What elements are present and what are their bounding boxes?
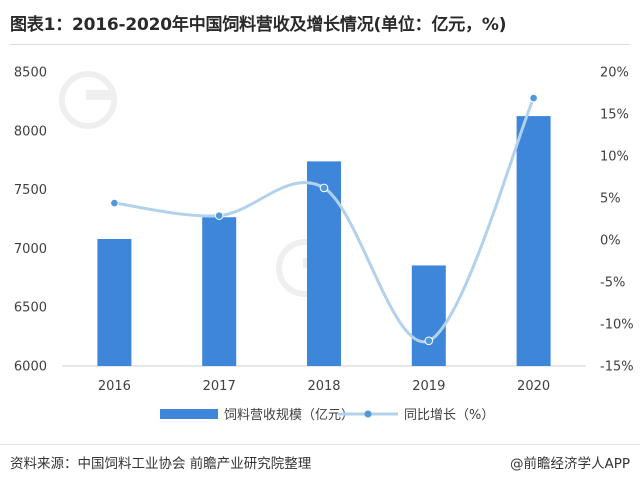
footer-divider bbox=[0, 444, 640, 445]
y-left-tick-label: 6500 bbox=[14, 301, 47, 316]
chart-title: 图表1：2016-2020年中国饲料营收及增长情况(单位：亿元，%) bbox=[10, 15, 507, 35]
x-tick-label: 2018 bbox=[307, 379, 340, 394]
legend: 饲料营收规模（亿元） 同比增长（%） bbox=[160, 408, 494, 423]
y-right-tick-label: 10% bbox=[600, 150, 629, 165]
y-right-tick-label: -15% bbox=[600, 360, 634, 375]
y-left-tick-label: 7000 bbox=[14, 242, 47, 257]
chart-canvas: 6000 6500 7000 7500 8000 8500 -15% -10% -5% 0% 5% 1… bbox=[14, 66, 634, 424]
growth-point-2019 bbox=[424, 336, 434, 346]
bar-series bbox=[97, 116, 551, 366]
credit-note: @前瞻经济学人APP bbox=[509, 456, 630, 472]
x-tick-label: 2020 bbox=[517, 379, 550, 394]
title-divider bbox=[10, 44, 630, 45]
legend-bar-swatch bbox=[160, 409, 218, 419]
growth-point-2020 bbox=[529, 93, 538, 103]
y-right-tick-label: 15% bbox=[600, 108, 629, 123]
legend-line-label: 同比增长（%） bbox=[404, 408, 494, 423]
bar-2016 bbox=[97, 238, 132, 366]
growth-point-2017 bbox=[214, 211, 224, 220]
x-tick-label: 2019 bbox=[412, 379, 445, 394]
bar-2017 bbox=[202, 217, 237, 366]
line-series bbox=[110, 93, 538, 346]
bar-2018 bbox=[307, 161, 341, 366]
y-right-tick-label: 5% bbox=[600, 192, 621, 207]
y-left-tick-label: 6000 bbox=[14, 360, 47, 375]
x-tick-label: 2016 bbox=[98, 379, 131, 394]
y-right-tick-label: 0% bbox=[600, 234, 621, 249]
legend-bar-label: 饲料营收规模（亿元） bbox=[224, 408, 354, 423]
y-right-tick-label: -10% bbox=[600, 318, 634, 333]
y-left-tick-label: 7500 bbox=[14, 183, 47, 198]
bar-2020 bbox=[516, 116, 551, 366]
y-right-tick-label: -5% bbox=[600, 276, 625, 291]
growth-line bbox=[114, 97, 535, 344]
watermark-logo-1 bbox=[59, 71, 117, 129]
bar-2019 bbox=[411, 265, 446, 366]
source-note: 资料来源：中国饲料工业协会 前瞻产业研究院整理 bbox=[10, 456, 312, 472]
legend-line-marker bbox=[364, 410, 372, 418]
growth-point-2016 bbox=[110, 198, 119, 208]
y-right-tick-label: 20% bbox=[600, 66, 629, 81]
y-left-tick-label: 8500 bbox=[14, 66, 47, 81]
tick-labels: 6000 6500 7000 7500 8000 8500 -15% -10% -5% 0% 5% 1… bbox=[14, 66, 634, 395]
growth-point-2018 bbox=[319, 183, 329, 193]
y-left-tick-label: 8000 bbox=[14, 124, 47, 139]
x-tick-label: 2017 bbox=[203, 379, 236, 394]
